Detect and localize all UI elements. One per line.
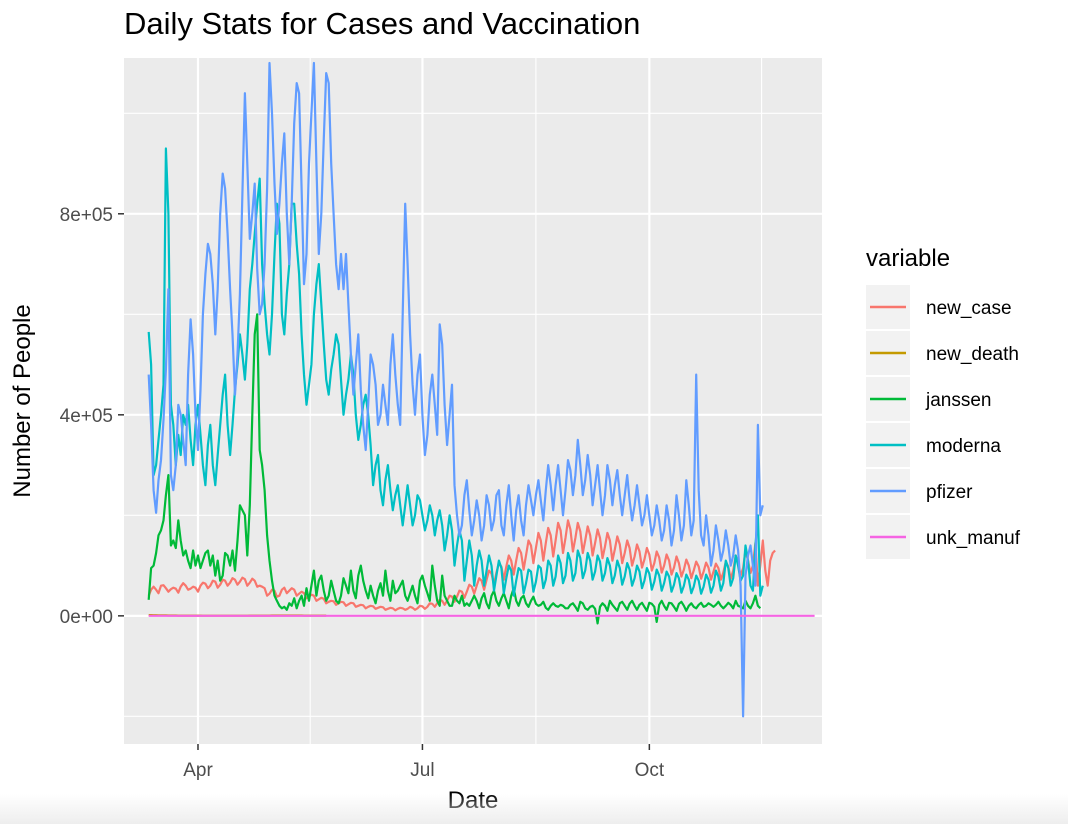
- y-tick-label: 4e+05: [60, 406, 113, 427]
- y-tick-label: 8e+05: [60, 205, 113, 226]
- series-line-moderna: [147, 147, 764, 597]
- x-axis: Apr Jul Oct: [183, 744, 665, 781]
- series-lines: [147, 61, 815, 718]
- x-axis-title: Date: [448, 787, 499, 814]
- legend-label: janssen: [925, 390, 992, 411]
- legend-label: new_case: [926, 298, 1012, 319]
- y-tick-label: 0e+00: [60, 607, 113, 628]
- legend-label: unk_manuf: [926, 528, 1021, 549]
- y-axis: 0e+00 4e+05 8e+05: [60, 205, 124, 628]
- chart-title: Daily Stats for Cases and Vaccination: [124, 6, 640, 41]
- series-line-new-case: [147, 519, 776, 612]
- legend-label: moderna: [926, 436, 1001, 457]
- series-line-pfizer: [147, 61, 764, 718]
- x-tick-label: Apr: [183, 760, 213, 781]
- y-axis-title: Number of People: [9, 304, 36, 497]
- x-tick-label: Jul: [410, 760, 434, 781]
- legend-label: new_death: [926, 344, 1019, 365]
- legend-label: pfizer: [926, 482, 973, 503]
- legend-title: variable: [866, 245, 950, 272]
- x-tick-label: Oct: [635, 760, 665, 781]
- series-line-janssen: [147, 313, 762, 625]
- plot-panel: [124, 58, 822, 744]
